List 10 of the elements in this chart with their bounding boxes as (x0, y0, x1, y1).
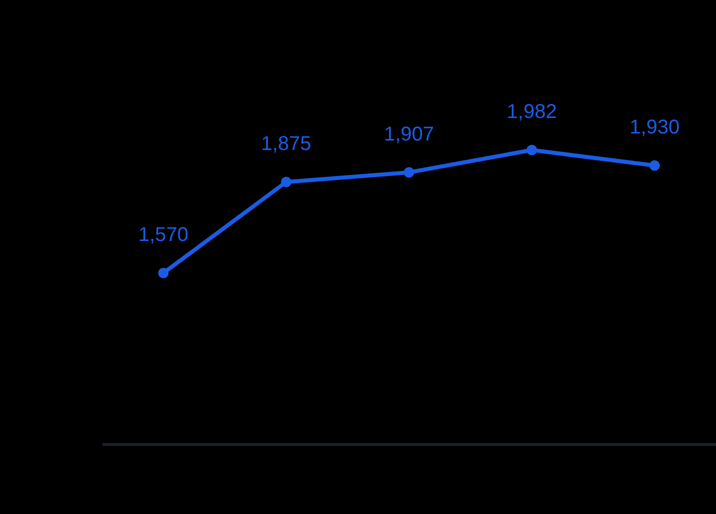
point (526, 144, 538, 156)
point (158, 268, 169, 278)
data-label: 1,930 (630, 116, 680, 139)
data-label: 1,570 (138, 224, 188, 246)
point (404, 167, 414, 178)
data-label: 1,907 (384, 123, 434, 146)
point (649, 160, 660, 171)
data-label: 1,982 (506, 101, 557, 123)
point (280, 176, 292, 188)
data-label: 1,875 (261, 132, 312, 155)
